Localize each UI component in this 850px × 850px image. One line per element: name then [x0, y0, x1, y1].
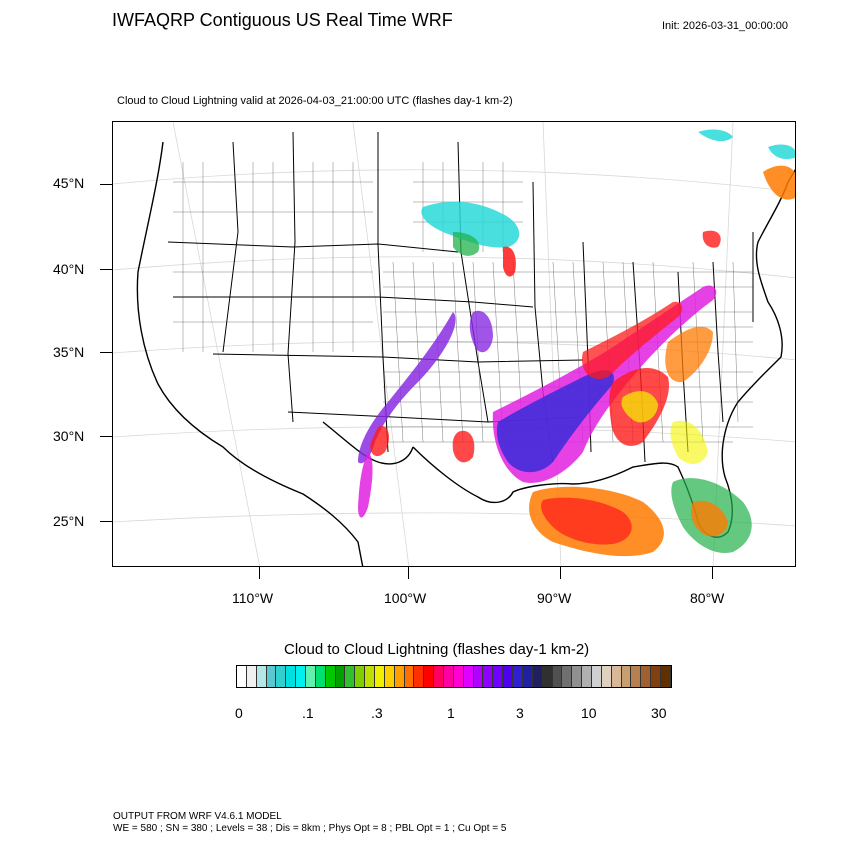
lon-tick: [259, 567, 260, 579]
colorbar-swatch: [660, 666, 671, 687]
colorbar-swatch: [394, 666, 405, 687]
colorbar-swatch: [306, 666, 316, 687]
lon-tick: [560, 567, 561, 579]
lon-tick: [408, 567, 409, 579]
colorbar-swatch: [434, 666, 445, 687]
colorbar-swatch: [651, 666, 661, 687]
colorbar-swatch: [355, 666, 366, 687]
us-map: [113, 122, 795, 566]
colorbar-swatch: [266, 666, 277, 687]
model-info: OUTPUT FROM WRF V4.6.1 MODEL: [113, 811, 282, 822]
colorbar-swatch: [286, 666, 297, 687]
colorbar-swatch: [513, 666, 523, 687]
lon-label-110w: 110°W: [232, 590, 274, 606]
colorbar-title: Cloud to Cloud Lightning (flashes day-1 …: [284, 641, 590, 658]
lat-label-30n: 30°N: [53, 428, 85, 444]
colorbar-swatch: [335, 666, 346, 687]
colorbar-swatch: [503, 666, 514, 687]
state-boundaries: [167, 131, 754, 463]
colorbar-swatch: [424, 666, 435, 687]
colorbar-swatch: [325, 666, 336, 687]
colorbar-swatch: [246, 666, 257, 687]
model-config: WE = 580 ; SN = 380 ; Levels = 38 ; Dis …: [113, 823, 507, 834]
lon-label-100w: 100°W: [384, 590, 427, 606]
colorbar-swatch: [582, 666, 592, 687]
map-panel: [112, 121, 796, 567]
colorbar-swatch: [591, 666, 602, 687]
colorbar-label-0-1: .1: [302, 705, 314, 721]
lat-label-45n: 45°N: [53, 175, 85, 191]
lat-label-40n: 40°N: [53, 261, 85, 277]
colorbar-swatch: [522, 666, 533, 687]
colorbar-swatch: [276, 666, 287, 687]
lon-label-90w: 90°W: [537, 590, 572, 606]
colorbar-label-0-3: .3: [371, 705, 383, 721]
colorbar-label-30: 30: [651, 705, 667, 721]
colorbar-swatch: [562, 666, 573, 687]
colorbar-swatch: [532, 666, 543, 687]
colorbar-swatch: [453, 666, 464, 687]
colorbar-swatch: [483, 666, 494, 687]
colorbar-swatch: [572, 666, 583, 687]
colorbar: [236, 665, 672, 688]
colorbar-label-0: 0: [235, 705, 243, 721]
lightning-field: [358, 129, 795, 557]
graticule: [113, 122, 795, 566]
colorbar-swatch: [493, 666, 504, 687]
lat-tick: [100, 521, 112, 522]
colorbar-swatch: [463, 666, 474, 687]
lat-tick: [100, 352, 112, 353]
colorbar-swatch: [404, 666, 415, 687]
colorbar-swatch: [365, 666, 376, 687]
colorbar-swatch: [384, 666, 395, 687]
colorbar-swatch: [621, 666, 632, 687]
colorbar-swatch: [296, 666, 307, 687]
init-time: Init: 2026-03-31_00:00:00: [662, 20, 788, 32]
colorbar-swatch: [345, 666, 356, 687]
colorbar-label-10: 10: [581, 705, 597, 721]
colorbar-swatch: [601, 666, 612, 687]
colorbar-swatch: [237, 666, 247, 687]
colorbar-swatch: [375, 666, 385, 687]
plot-subtitle: Cloud to Cloud Lightning valid at 2026-0…: [117, 95, 513, 107]
lat-tick: [100, 436, 112, 437]
colorbar-label-3: 3: [516, 705, 524, 721]
colorbar-swatch: [552, 666, 563, 687]
colorbar-label-1: 1: [447, 705, 455, 721]
colorbar-swatch: [444, 666, 454, 687]
lat-label-35n: 35°N: [53, 344, 85, 360]
colorbar-swatch: [611, 666, 622, 687]
colorbar-swatch: [414, 666, 425, 687]
colorbar-swatch: [256, 666, 267, 687]
colorbar-swatch: [315, 666, 326, 687]
lat-label-25n: 25°N: [53, 513, 85, 529]
colorbar-swatch: [473, 666, 484, 687]
page-title: IWFAQRP Contiguous US Real Time WRF: [112, 10, 453, 30]
colorbar-swatch: [641, 666, 652, 687]
lon-tick: [712, 567, 713, 579]
colorbar-swatch: [631, 666, 642, 687]
lon-label-80w: 80°W: [690, 590, 725, 606]
lat-tick: [100, 184, 112, 185]
lat-tick: [100, 269, 112, 270]
colorbar-swatch: [542, 666, 553, 687]
